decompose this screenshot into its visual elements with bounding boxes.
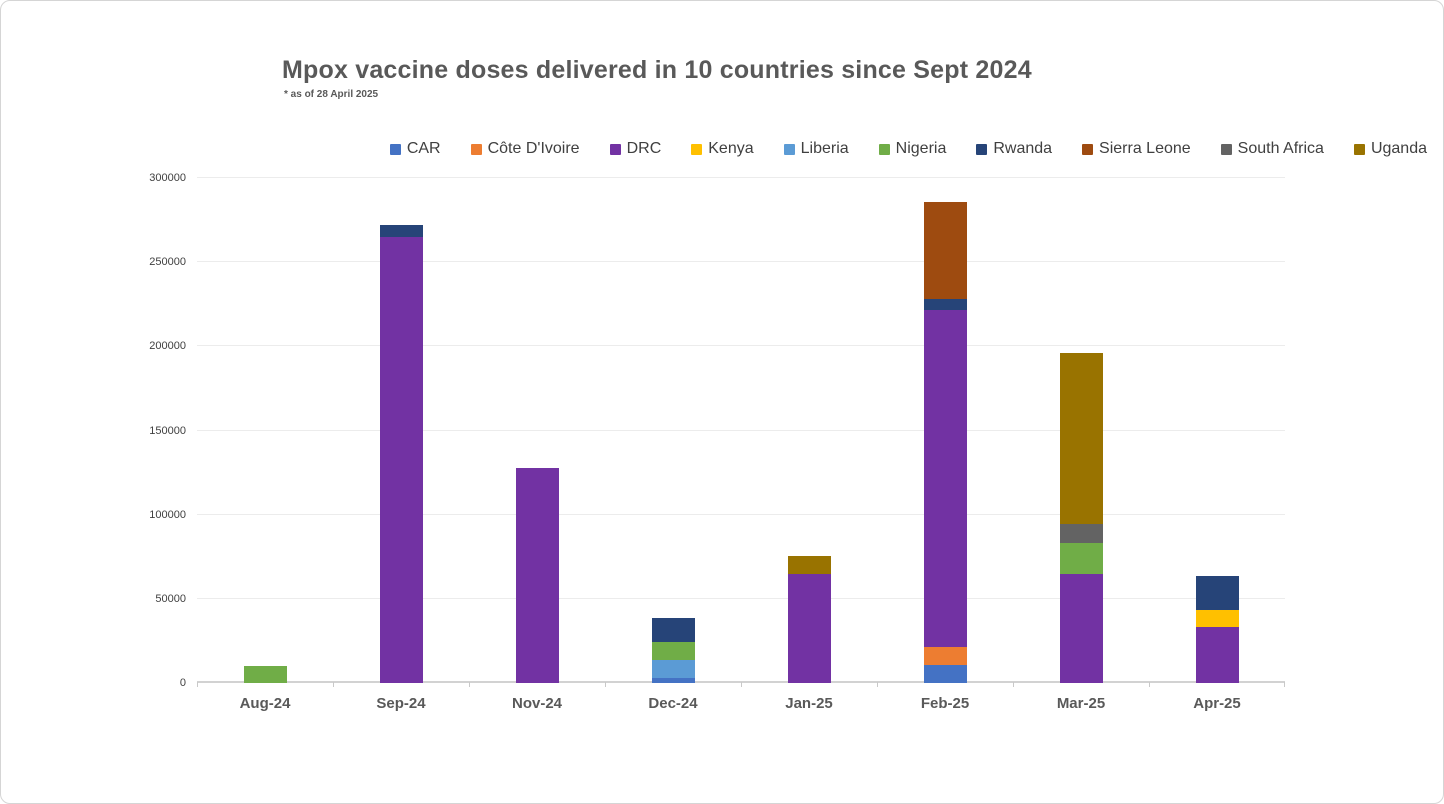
bar-segment-car-feb-25 [923,665,967,683]
bar-segment-rwanda-sep-24 [379,225,423,237]
bar-segment-drc-feb-25 [923,310,967,647]
y-axis-label: 100000 [149,508,186,521]
axis-tick [877,682,878,687]
legend-item-drc: DRC [609,140,662,158]
gridline [197,513,1285,515]
x-axis-label-aug-24: Aug-24 [239,695,291,712]
bar-segment-c-te-d-ivoire-feb-25 [923,646,967,666]
bar-segment-car-dec-24 [651,677,695,683]
axis-tick [605,682,606,687]
legend-label: Kenya [708,140,754,157]
legend-item-sierra-leone: Sierra Leone [1082,140,1191,158]
bar-segment-liberia-dec-24 [651,660,695,678]
legend-item-nigeria: Nigeria [878,140,947,158]
y-axis-label: 50000 [155,592,186,605]
legend-label: Sierra Leone [1099,140,1191,157]
chart-title: Mpox vaccine doses delivered in 10 count… [282,56,1032,84]
y-axis-label: 0 [179,677,186,689]
legend-swatch-icon [389,143,401,155]
x-axis-label-feb-25: Feb-25 [920,695,970,712]
axis-tick [1013,682,1014,687]
bar-segment-uganda-jan-25 [787,555,831,574]
bar-segment-rwanda-feb-25 [923,299,967,311]
y-axis-labels: 0 50000 100000 150000 200000 250000 300000 [1,172,187,689]
y-axis-label: 150000 [149,424,186,437]
bar-segment-rwanda-dec-24 [651,618,695,642]
legend-swatch-icon [1353,143,1365,155]
x-axis-label-apr-25: Apr-25 [1193,695,1241,712]
legend-label: South Africa [1237,140,1324,157]
gridline [197,429,1285,431]
legend-label: Nigeria [895,140,947,157]
legend-swatch-icon [1082,143,1094,155]
legend-item-uganda: Uganda [1353,140,1427,158]
legend-label: Uganda [1370,140,1427,157]
axis-tick [469,682,470,687]
axis-tick [1284,682,1285,687]
bar-segment-kenya-apr-25 [1195,609,1239,628]
x-axis-label-nov-24: Nov-24 [511,695,563,712]
legend-label: CAR [406,140,441,157]
x-axis-label-dec-24: Dec-24 [648,695,698,712]
bar-segment-drc-apr-25 [1195,627,1239,683]
legend-item-kenya: Kenya [691,140,754,158]
y-axis-label: 250000 [149,256,186,269]
x-axis-labels: Aug-24 Sep-24 Nov-24 Dec-24 Jan-25 Feb-25 Mar-… [197,695,1285,712]
legend-item-car: CAR [389,140,441,158]
axis-tick [197,682,198,687]
bar-segment-south-africa-mar-25 [1059,523,1103,544]
legend-item-liberia: Liberia [783,140,849,158]
legend-swatch-icon [470,143,482,155]
bar-segment-rwanda-apr-25 [1195,576,1239,610]
legend-swatch-icon [609,143,621,155]
legend-swatch-icon [1220,143,1232,155]
bar-segment-drc-jan-25 [787,573,831,683]
gridline [197,345,1285,347]
legend-swatch-icon [783,143,795,155]
legend-swatch-icon [976,143,988,155]
legend-label: DRC [626,140,662,157]
x-axis-label-sep-24: Sep-24 [376,695,426,712]
bar-segment-sierra-leone-feb-25 [923,201,967,300]
gridline [197,177,1285,178]
gridline [197,597,1285,599]
legend-item-rwanda: Rwanda [976,140,1052,158]
bars-layer [197,178,1285,683]
legend-item-c-te-d-ivoire: Côte D'Ivoire [470,140,580,158]
chart-subtitle: * as of 28 April 2025 [284,89,379,100]
bar-segment-drc-sep-24 [379,236,423,683]
y-axis-label: 300000 [149,172,186,184]
bar-segment-uganda-mar-25 [1059,353,1103,524]
x-axis-label-mar-25: Mar-25 [1056,695,1106,712]
legend-swatch-icon [878,143,890,155]
axis-ticks-layer [197,178,1285,687]
axis-tick [741,682,742,687]
plot-area [197,177,1285,687]
bar-segment-nigeria-mar-25 [1059,543,1103,575]
bar-segment-nigeria-dec-24 [651,641,695,661]
axis-tick [1149,682,1150,687]
legend-item-south-africa: South Africa [1220,140,1324,158]
y-axis-label: 200000 [149,340,186,353]
legend-label: Liberia [800,140,849,157]
legend-swatch-icon [691,143,703,155]
legend-label: Rwanda [993,140,1053,157]
bar-segment-nigeria-aug-24 [243,666,287,683]
axis-tick [333,682,334,687]
legend: CAR Côte D'Ivoire DRC Kenya Liberia Nigeria Rw… [201,140,1427,158]
legend-label: Côte D'Ivoire [487,140,580,157]
gridline [197,261,1285,263]
bar-segment-drc-nov-24 [515,467,559,683]
x-axis-label-jan-25: Jan-25 [785,695,833,712]
bar-segment-drc-mar-25 [1059,574,1103,683]
